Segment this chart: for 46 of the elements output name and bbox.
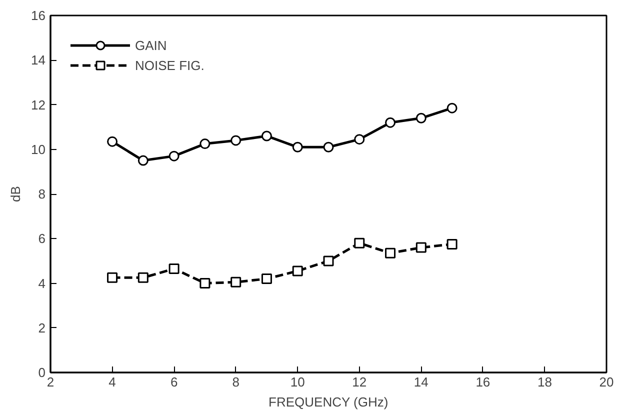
point	[230, 276, 242, 288]
y-tick-label: 0	[38, 365, 46, 380]
point	[168, 150, 180, 162]
point	[416, 112, 426, 124]
x-tick-label: 14	[414, 374, 428, 390]
x-tick-label: 6	[170, 374, 178, 390]
y-tick-label: 8	[38, 186, 46, 202]
point	[261, 274, 272, 284]
x-tick-label: 18	[537, 374, 552, 390]
point	[354, 238, 365, 248]
point	[107, 272, 118, 283]
y-axis-title: dB	[8, 186, 24, 202]
legend-label: GAIN	[135, 38, 167, 52]
x-tick-label: 8	[232, 374, 240, 390]
point	[292, 142, 303, 152]
point	[107, 136, 118, 147]
point	[446, 102, 458, 114]
x-axis-title: FREQUENCY (GHz)	[268, 394, 388, 410]
x-tick-label: 12	[352, 374, 367, 390]
point	[446, 238, 458, 250]
y-tick-label: 6	[38, 231, 46, 246]
point	[323, 256, 334, 266]
y-tick-label: 14	[31, 52, 46, 68]
point	[200, 278, 210, 288]
point	[168, 263, 180, 274]
point	[385, 117, 396, 128]
x-tick-label: 4	[108, 374, 116, 390]
point	[292, 266, 303, 276]
point	[416, 242, 426, 253]
point	[138, 155, 148, 166]
point	[354, 134, 365, 145]
point	[261, 130, 272, 142]
x-tick-label: 20	[599, 374, 614, 390]
point	[385, 248, 396, 258]
y-tick-label: 2	[38, 320, 46, 336]
y-tick-label: 12	[31, 97, 46, 112]
point	[138, 272, 148, 283]
y-tick-label: 10	[31, 142, 46, 157]
point	[200, 138, 210, 150]
legend-label: NOISE FIG.	[135, 58, 204, 72]
x-tick-label: 16	[476, 374, 490, 390]
x-tick-label: 10	[290, 374, 305, 390]
point	[230, 135, 242, 146]
y-tick-label: 4	[38, 276, 46, 291]
y-tick-label: 16	[31, 8, 46, 23]
point	[323, 142, 334, 152]
